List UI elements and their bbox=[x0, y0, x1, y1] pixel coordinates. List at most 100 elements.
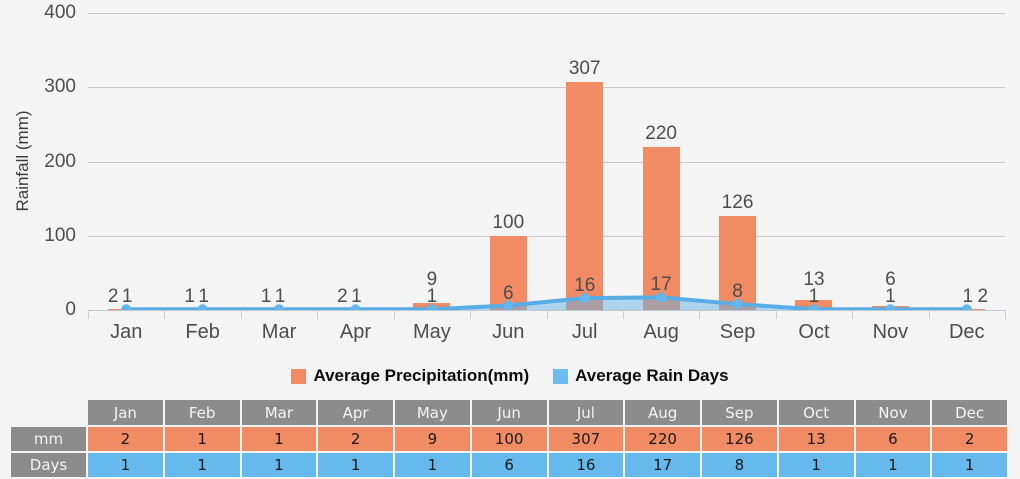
table-cell-mm: 9 bbox=[395, 427, 470, 451]
x-axis-month-label: Sep bbox=[719, 321, 756, 343]
rain-days-value-label: 16 bbox=[574, 275, 596, 297]
table-header-cell: Aug bbox=[625, 400, 700, 425]
table-cell-mm: 1 bbox=[164, 427, 240, 451]
table-cell-mm: 2 bbox=[318, 427, 393, 451]
x-axis-month-label: Feb bbox=[185, 321, 220, 343]
x-axis-tick bbox=[317, 310, 319, 319]
legend: Average Precipitation(mm) Average Rain D… bbox=[0, 366, 1020, 386]
gridline bbox=[88, 87, 1005, 89]
precipitation-value-label: 2 bbox=[107, 286, 119, 308]
table-header-cell: Sep bbox=[702, 400, 777, 425]
precipitation-bar bbox=[642, 146, 680, 310]
rain-days-value-label: 1 bbox=[274, 286, 286, 308]
table-header-cell: Mar bbox=[241, 400, 317, 425]
table-cell-days: 8 bbox=[702, 453, 777, 477]
table-cell-days: 1 bbox=[395, 453, 470, 477]
x-axis-month-label: Jan bbox=[110, 321, 143, 343]
table-cell-days: 6 bbox=[471, 453, 547, 477]
y-axis-tick-label: 0 bbox=[65, 299, 76, 320]
rain-days-point bbox=[121, 304, 132, 310]
rain-days-line bbox=[124, 295, 969, 310]
rain-days-point bbox=[961, 304, 972, 310]
precipitation-value-label: 126 bbox=[721, 192, 754, 214]
gridline bbox=[88, 235, 1005, 237]
x-axis-month-label: Aug bbox=[643, 321, 679, 343]
precipitation-value-label: 1 bbox=[260, 286, 272, 308]
x-axis-month-label: May bbox=[412, 321, 451, 343]
precipitation-value-label: 220 bbox=[645, 122, 677, 144]
x-axis-month-label: Apr bbox=[339, 321, 372, 343]
x-axis-month-label: Jun bbox=[492, 321, 525, 343]
gridline bbox=[88, 161, 1005, 163]
legend-item-rain-days[interactable]: Average Rain Days bbox=[553, 366, 729, 386]
x-axis-month-label: Nov bbox=[872, 321, 909, 343]
table-cell-mm: 307 bbox=[548, 427, 624, 451]
table-cell-mm: 100 bbox=[471, 427, 547, 451]
rain-days-line-chart bbox=[121, 292, 972, 310]
gridline bbox=[88, 13, 1005, 14]
table-cell-days: 1 bbox=[318, 453, 393, 477]
precipitation-value-label: 9 bbox=[426, 269, 438, 291]
table-header-cell: Jun bbox=[471, 400, 547, 425]
x-axis-month-label: Oct bbox=[798, 321, 830, 343]
x-axis-tick bbox=[470, 310, 472, 319]
rain-days-value-label: 1 bbox=[121, 286, 133, 308]
legend-item-precipitation[interactable]: Average Precipitation(mm) bbox=[291, 366, 529, 386]
rain-days-value-label: 1 bbox=[198, 286, 209, 308]
table-cell-mm: 1 bbox=[241, 427, 317, 451]
table-cell-mm: 6 bbox=[855, 427, 931, 451]
table-row-label: Days bbox=[11, 453, 86, 477]
table-cell-days: 1 bbox=[241, 453, 317, 477]
rain-days-value-label: 1 bbox=[426, 286, 438, 308]
y-axis-tick-label: 400 bbox=[44, 2, 76, 23]
table-header-cell: Jul bbox=[548, 400, 624, 425]
x-axis-tick bbox=[164, 310, 166, 319]
table-cell-days: 1 bbox=[164, 453, 240, 477]
table-cell-mm: 126 bbox=[702, 427, 777, 451]
precipitation-value-label: 1 bbox=[184, 286, 195, 308]
y-axis-tick-label: 300 bbox=[44, 76, 76, 98]
rain-days-point bbox=[503, 300, 514, 310]
rain-days-point bbox=[732, 299, 743, 310]
x-axis-tick bbox=[928, 310, 930, 319]
rain-days-point bbox=[579, 293, 590, 304]
legend-label-precipitation: Average Precipitation(mm) bbox=[313, 366, 530, 385]
x-axis-month-label: Dec bbox=[948, 321, 985, 343]
precipitation-bar bbox=[489, 235, 527, 310]
table-header-cell: Apr bbox=[318, 400, 393, 425]
x-axis-tick bbox=[240, 310, 242, 319]
rain-days-value-label: 1 bbox=[962, 286, 974, 308]
x-axis-tick bbox=[88, 310, 89, 319]
table-cell-days: 1 bbox=[932, 453, 1007, 477]
table-cell-days: 1 bbox=[855, 453, 931, 477]
table-corner-cell bbox=[11, 400, 86, 425]
table-cell-mm: 220 bbox=[625, 427, 700, 451]
x-axis-tick bbox=[852, 310, 854, 319]
rain-days-point bbox=[350, 304, 361, 310]
precipitation-bar bbox=[719, 216, 757, 310]
x-axis-tick bbox=[1005, 310, 1006, 319]
table-cell-days: 1 bbox=[778, 453, 854, 477]
table-header-cell: Feb bbox=[164, 400, 240, 425]
rain-days-point bbox=[656, 292, 667, 303]
precipitation-value-label: 100 bbox=[492, 211, 525, 233]
x-axis-month-label: Mar bbox=[261, 321, 297, 343]
precipitation-value-label: 307 bbox=[568, 58, 601, 80]
table-cell-mm: 2 bbox=[88, 427, 163, 451]
precipitation-bar bbox=[566, 82, 604, 310]
rainfall-data-table: Jan Feb Mar Apr May Jun Jul Aug Sep Oct Nov Dec mm 2 1… bbox=[11, 400, 1007, 477]
table-cell-mm: 13 bbox=[778, 427, 854, 451]
rain-days-value-label: 1 bbox=[885, 286, 896, 308]
rain-days-value-label: 1 bbox=[808, 286, 820, 308]
precipitation-swatch-icon bbox=[291, 368, 307, 384]
rain-days-point bbox=[808, 304, 819, 310]
rain-days-value-label: 6 bbox=[502, 282, 514, 304]
x-axis-tick bbox=[546, 310, 548, 319]
rain-days-value-label: 1 bbox=[351, 286, 362, 308]
table-cell-days: 17 bbox=[625, 453, 700, 477]
rain-days-value-label: 8 bbox=[732, 281, 743, 303]
x-axis-tick bbox=[393, 310, 395, 319]
legend-label-rain-days: Average Rain Days bbox=[575, 366, 729, 385]
table-cell-days: 1 bbox=[88, 453, 163, 477]
